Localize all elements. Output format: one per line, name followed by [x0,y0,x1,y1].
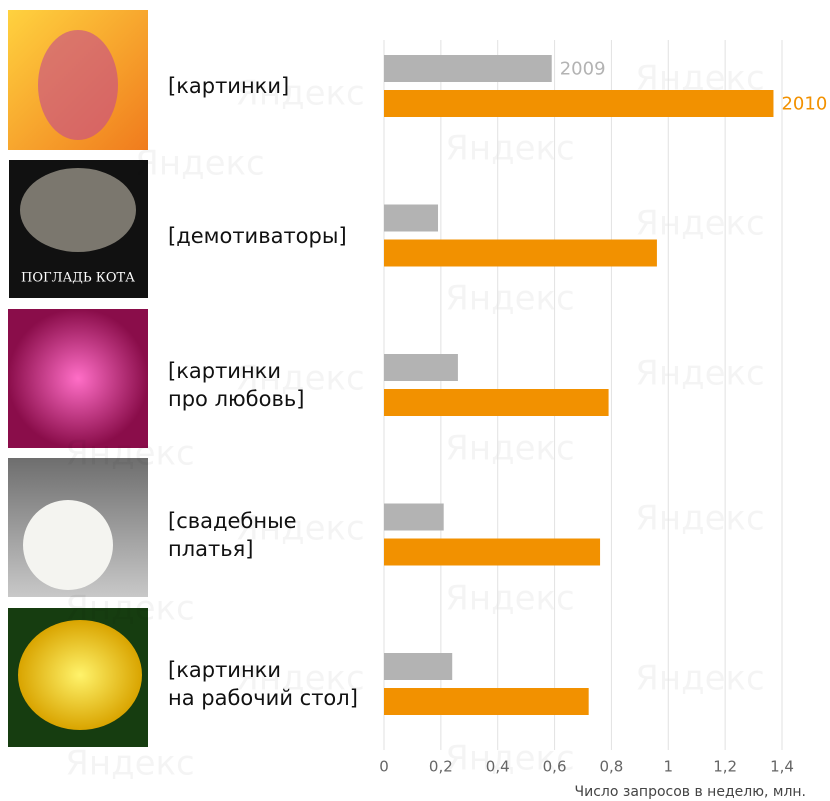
image [8,309,148,448]
bar [384,653,452,680]
page: ПОГЛАДЬ КОТА Яндекс Яндекс Яндекс Яндекс Янд… [0,0,830,801]
watermark: Яндекс [635,354,765,394]
chart: ПОГЛАДЬ КОТА Яндекс Яндекс Яндекс Яндекс Янд… [0,0,830,801]
watermark: Яндекс [65,434,195,474]
bar [384,539,600,566]
watermark: Яндекс [135,144,265,184]
image-caption: ПОГЛАДЬ КОТА [21,271,135,286]
image-figure [20,168,136,252]
bar [384,205,438,232]
x-tick-label: 1,2 [713,758,737,776]
watermark: Яндекс [635,659,765,699]
bar [384,688,589,715]
image-figure [18,620,142,730]
x-tick-label: 0,8 [599,758,623,776]
category-label: [картинки про любовь] [168,357,304,413]
x-axis-title: Число запросов в неделю, млн. [575,784,806,800]
watermark: Яндекс [65,744,195,784]
x-tick-label: 0,6 [543,758,567,776]
watermark: Яндекс [635,204,765,244]
x-tick-label: 1,4 [770,758,794,776]
x-tick-label: 0,4 [486,758,510,776]
x-tick-label: 1 [664,758,674,776]
bar [384,90,773,117]
category-label: [картинки на рабочий стол] [168,656,358,712]
watermark: Яндекс [635,499,765,539]
bar [384,240,657,267]
bar [384,354,458,381]
x-tick-label: 0 [379,758,389,776]
image-figure [38,30,118,140]
watermark: Яндекс [445,279,575,319]
watermark: Яндекс [445,429,575,469]
x-tick-label: 0,2 [429,758,453,776]
category-label: [демотиваторы] [168,222,347,250]
category-label: [картинки] [168,72,289,100]
watermark: Яндекс [65,589,195,629]
watermark: Яндекс [445,579,575,619]
bar [384,389,609,416]
image-figure [23,500,113,590]
watermark: Яндекс [445,129,575,169]
bar [384,55,552,82]
category-label: [свадебные платья] [168,507,297,563]
bar [384,504,444,531]
series-label: 2009 [560,59,606,80]
series-label: 2010 [781,94,827,115]
